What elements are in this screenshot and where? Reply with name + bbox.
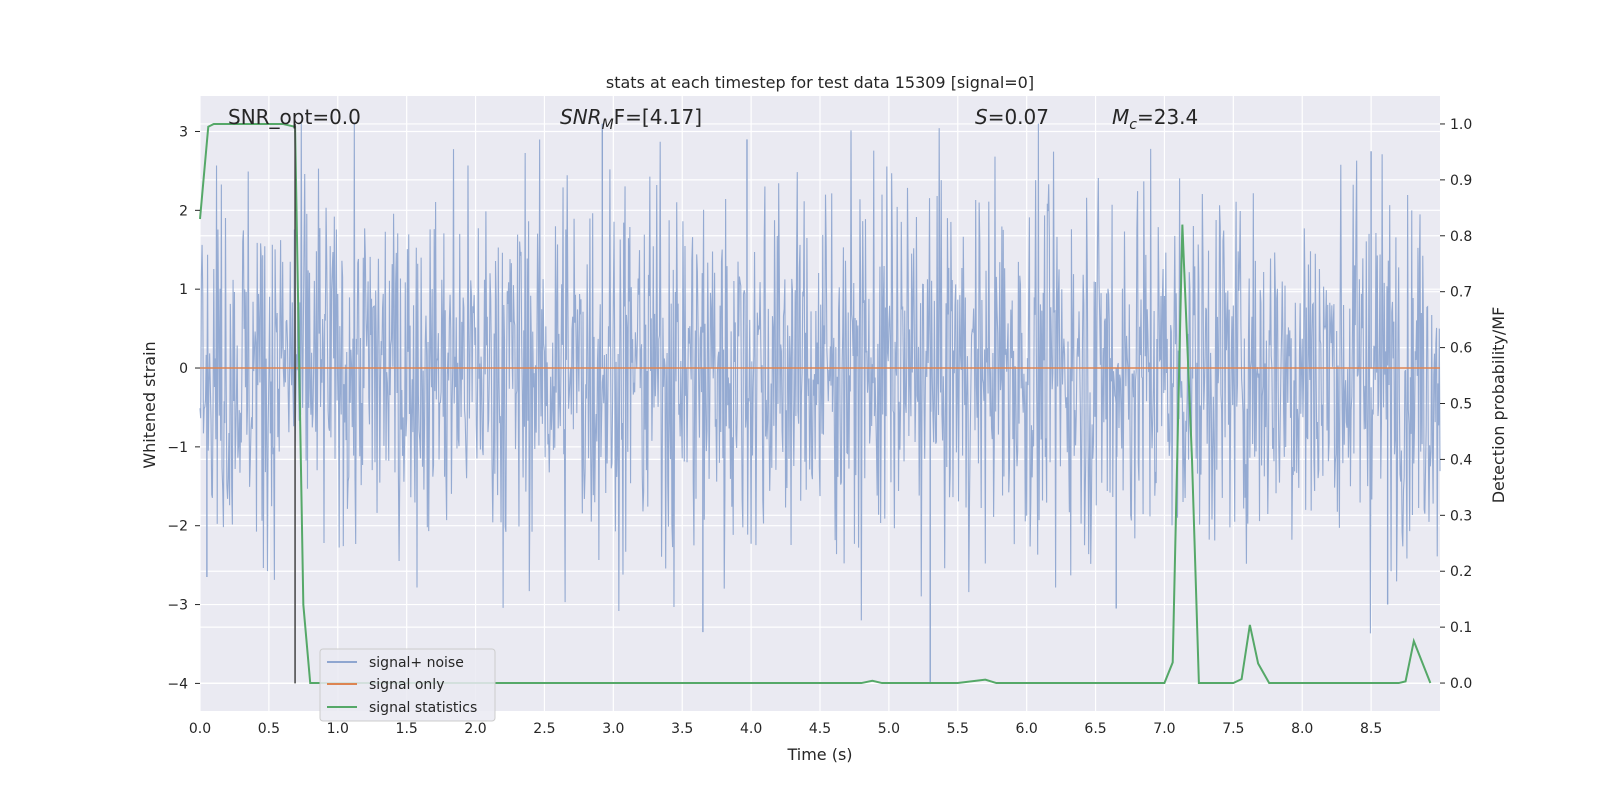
mc-subscript: c — [1129, 117, 1137, 133]
line-signal-noise — [199, 123, 1441, 634]
y2-tick-label: 0.8 — [1450, 229, 1472, 245]
legend-box — [319, 648, 496, 722]
y-tick-label: −2 — [167, 519, 188, 535]
x-tick-label: 4.0 — [740, 721, 762, 737]
legend: signal+ noise signal only signal statist… — [319, 648, 496, 722]
y2-tick-label: 0.7 — [1450, 285, 1472, 301]
annotation-snr-opt: SNR_opt=0.0 — [228, 105, 361, 129]
y2-tick-label: 0.9 — [1450, 173, 1472, 189]
y-tick-label: −3 — [167, 598, 188, 614]
s-value: =0.07 — [988, 105, 1049, 129]
y2-tick-label: 1.0 — [1450, 117, 1472, 133]
mc-value: =23.4 — [1137, 105, 1198, 129]
x-tick-label: 7.0 — [1153, 721, 1175, 737]
y2-tick-label: 0.0 — [1450, 676, 1472, 692]
x-tick-label: 1.0 — [327, 721, 349, 737]
x-axis-label: Time (s) — [786, 745, 852, 764]
y2-tick-label: 0.6 — [1450, 341, 1472, 357]
y2-tick-label: 0.3 — [1450, 508, 1472, 524]
x-tick-label: 1.5 — [396, 721, 418, 737]
x-tick-label: 5.0 — [878, 721, 900, 737]
snr-mf-symbol: SNR — [560, 105, 602, 129]
x-tick-label: 0.5 — [258, 721, 280, 737]
annotation-snr-mf: SNRMF=[4.17] — [560, 105, 702, 133]
x-tick-label: 8.0 — [1291, 721, 1313, 737]
legend-label-signal-statistics: signal statistics — [369, 700, 477, 716]
legend-label-signal-only: signal only — [369, 677, 444, 693]
y-tick-label: 3 — [179, 124, 188, 140]
s-symbol: S — [975, 105, 988, 129]
x-tick-label: 2.0 — [464, 721, 486, 737]
x-tick-label: 2.5 — [533, 721, 555, 737]
y-axis-ticks: 3 2 1 0 −1 −2 −3 −4 — [167, 124, 200, 692]
y2-tick-label: 0.5 — [1450, 397, 1472, 413]
x-tick-label: 4.5 — [809, 721, 831, 737]
x-tick-label: 8.5 — [1360, 721, 1382, 737]
x-tick-label: 7.5 — [1222, 721, 1244, 737]
snr-mf-value: F=[4.17] — [614, 105, 702, 129]
annotation-s: S=0.07 — [975, 105, 1049, 129]
chart-title: stats at each timestep for test data 153… — [606, 73, 1034, 92]
series-signal-noise — [199, 123, 1441, 684]
y-tick-label: −4 — [167, 676, 188, 692]
mc-symbol: M — [1112, 105, 1129, 129]
y2-axis-label: Detection probability/MF — [1489, 307, 1508, 504]
y-tick-label: −1 — [167, 440, 188, 456]
y2-axis-ticks: 1.0 0.9 0.8 0.7 0.6 0.5 0.4 0.3 0.2 0.1 0.0 — [1440, 117, 1472, 692]
y-tick-label: 0 — [179, 361, 188, 377]
x-tick-label: 6.5 — [1084, 721, 1106, 737]
x-tick-label: 5.5 — [947, 721, 969, 737]
y-tick-label: 1 — [179, 282, 188, 298]
x-tick-label: 3.0 — [602, 721, 624, 737]
y2-tick-label: 0.2 — [1450, 564, 1472, 580]
y-axis-label: Whitened strain — [140, 341, 159, 468]
y-tick-label: 2 — [179, 203, 188, 219]
annotation-mc: Mc=23.4 — [1112, 105, 1198, 133]
x-tick-label: 3.5 — [671, 721, 693, 737]
legend-label-signal-noise: signal+ noise — [369, 655, 464, 671]
snr-mf-subscript: M — [602, 117, 614, 133]
y2-tick-label: 0.4 — [1450, 452, 1472, 468]
x-axis-ticks: 0.0 0.5 1.0 1.5 2.0 2.5 3.0 3.5 4.0 4.5 5.0 5.5 6.0 6… — [189, 721, 1382, 737]
y2-tick-label: 0.1 — [1450, 620, 1472, 636]
x-tick-label: 6.0 — [1016, 721, 1038, 737]
x-tick-label: 0.0 — [189, 721, 211, 737]
